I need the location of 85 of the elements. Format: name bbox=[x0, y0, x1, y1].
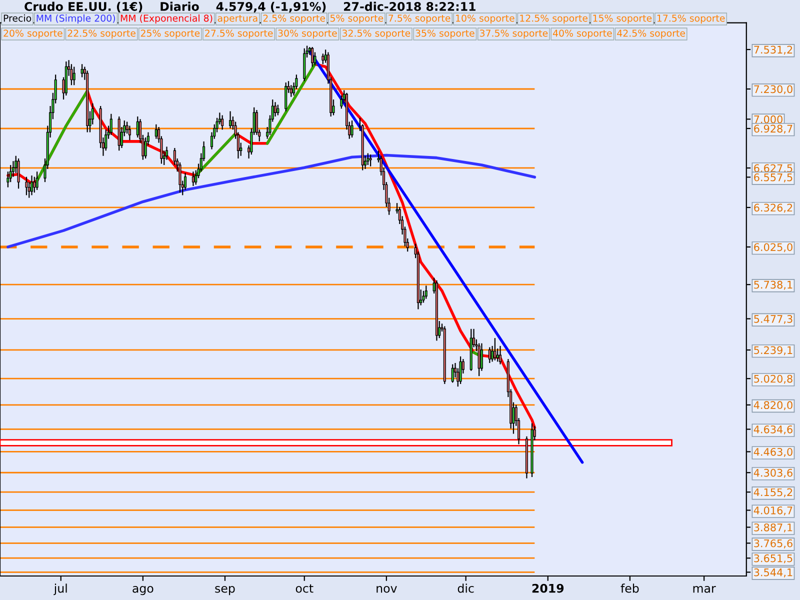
y-tick-label: 5.738,1 bbox=[754, 280, 792, 290]
text: Precio bbox=[4, 14, 32, 22]
y-tick-label: 4.634,6 bbox=[754, 425, 792, 434]
candlestick bbox=[17, 158, 20, 190]
ref-line-label: 22.5% soporte bbox=[68, 30, 136, 39]
candlestick bbox=[290, 84, 292, 98]
y-tick-label: 7.000 bbox=[754, 115, 782, 124]
x-tick-label: oct bbox=[296, 584, 314, 593]
x-tick-label: sep bbox=[215, 586, 235, 596]
candlestick bbox=[369, 154, 372, 167]
candlestick bbox=[488, 346, 491, 364]
candlestick bbox=[154, 124, 158, 140]
y-tick-label: 6.928,7 bbox=[754, 124, 792, 134]
ref-line-label: 15% soporte bbox=[593, 14, 652, 24]
y-tick-label: 7.531,2 bbox=[754, 46, 792, 55]
candlestick bbox=[110, 113, 112, 136]
y-tick-label: 6.326,2 bbox=[754, 204, 792, 213]
x-tick-label: feb bbox=[620, 584, 639, 593]
ref-line-label: 25% soporte bbox=[140, 30, 200, 39]
annotation: 42.5% soporte bbox=[617, 30, 685, 39]
y-tick-label: 4.303,6 bbox=[754, 468, 792, 478]
candlestick bbox=[451, 364, 454, 384]
y-tick-label: 3.544,1 bbox=[754, 568, 792, 578]
ref-line-label: 2.5% soporte bbox=[263, 14, 325, 24]
candlestick bbox=[494, 338, 496, 361]
y-tick-label: 6.627,5 bbox=[754, 164, 792, 174]
ref-line-label: 12.5% soporte bbox=[520, 14, 588, 24]
y-tick-label: 5.239,1 bbox=[754, 346, 792, 356]
ref-line-label: 10% soporte bbox=[456, 14, 514, 24]
x-tick-label: mar bbox=[693, 586, 716, 593]
ref-line-label: 27.5% soporte bbox=[205, 30, 273, 39]
candlestick bbox=[322, 53, 324, 65]
x-tick-label: jul bbox=[54, 584, 67, 596]
chart-title: Crudo EE.UU. (1€) Diario 4.579,4 (-1,91%) 27-dic-2018 8:22:11 bbox=[24, 2, 476, 12]
candlestick bbox=[70, 64, 73, 86]
y-tick-label: 4.820,0 bbox=[754, 401, 792, 410]
candlestick bbox=[478, 342, 480, 377]
candlestick bbox=[25, 176, 28, 196]
candlestick bbox=[284, 82, 288, 112]
x-tick-label: ago bbox=[132, 586, 154, 596]
candlestick bbox=[178, 162, 182, 194]
ref-line-label: 7.5% soporte bbox=[388, 14, 450, 24]
candlestick bbox=[80, 64, 84, 78]
y-tick-label: 6.025,0 bbox=[754, 243, 792, 252]
candlestick bbox=[72, 66, 76, 86]
candlestick bbox=[128, 125, 131, 141]
y-tick-label: 5.020,8 bbox=[754, 374, 792, 384]
candlestick bbox=[144, 136, 147, 160]
y-tick-label: 4.463,0 bbox=[754, 448, 792, 457]
candlestick bbox=[136, 116, 139, 138]
y-tick-label: 3.887,1 bbox=[754, 523, 792, 532]
candlestick bbox=[228, 110, 232, 129]
candlestick bbox=[30, 174, 34, 196]
x-tick-label: nov bbox=[376, 586, 397, 593]
candlestick bbox=[350, 120, 354, 138]
line-series bbox=[6, 154, 536, 248]
candlestick bbox=[459, 356, 462, 385]
ref-line-label: 17.5% soporte bbox=[657, 14, 725, 24]
ref-line-label: apertura bbox=[218, 14, 258, 24]
text: MM (Exponencial 8) bbox=[120, 14, 212, 24]
candlestick bbox=[311, 46, 314, 68]
y-tick-label: 3.651,5 bbox=[754, 554, 792, 564]
y-tick-label: 5.477,3 bbox=[754, 314, 792, 324]
candlestick bbox=[192, 171, 194, 187]
ref-line-label: 5% soporte bbox=[330, 14, 384, 24]
candlestick bbox=[424, 285, 428, 300]
candlestick bbox=[276, 104, 280, 116]
x-tick-label: dic bbox=[458, 584, 474, 593]
candlestick bbox=[366, 152, 370, 166]
ref-line-label: 32.5% soporte bbox=[342, 30, 410, 39]
candlestick bbox=[36, 171, 38, 190]
ref-line-label: 20% soporte bbox=[4, 30, 62, 39]
annotation: 37.5% soporte bbox=[480, 30, 548, 39]
y-tick-label: 4.016,7 bbox=[754, 506, 792, 516]
y-tick-label: 4.155,2 bbox=[754, 488, 792, 498]
candlestick bbox=[221, 114, 224, 130]
x-tick-label: 2019 bbox=[532, 584, 564, 593]
y-tick-label: 7.230,0 bbox=[754, 85, 792, 94]
candlestick bbox=[498, 345, 502, 365]
annotation: 40% soporte bbox=[552, 30, 612, 39]
y-tick-label: 3.765,6 bbox=[754, 539, 792, 548]
y-tick-label: 6.557,5 bbox=[754, 173, 792, 182]
text: MM (Simple 200) bbox=[36, 14, 116, 24]
ref-line-label: 30% soporte bbox=[278, 30, 337, 39]
ref-line-label: 35% soporte bbox=[416, 30, 474, 39]
